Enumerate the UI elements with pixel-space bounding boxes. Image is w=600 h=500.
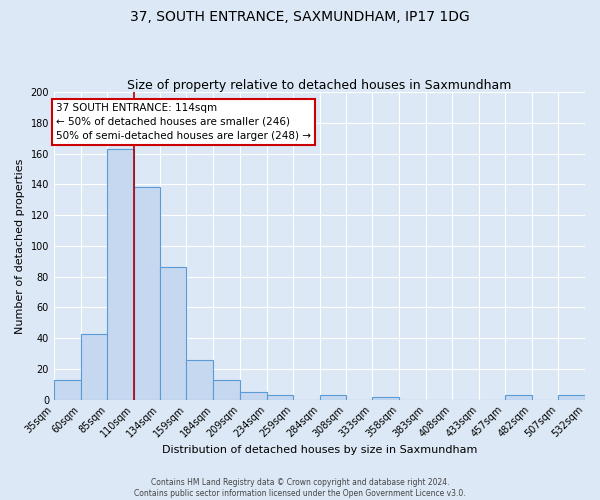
Y-axis label: Number of detached properties: Number of detached properties [15,158,25,334]
Text: Contains HM Land Registry data © Crown copyright and database right 2024.
Contai: Contains HM Land Registry data © Crown c… [134,478,466,498]
Bar [54,380,80,400]
Bar [505,395,532,400]
Bar [373,396,399,400]
Bar [160,268,187,400]
Bar [240,392,266,400]
Bar [266,395,293,400]
Bar [187,360,213,400]
Bar [558,395,585,400]
Bar [107,149,134,400]
Text: 37, SOUTH ENTRANCE, SAXMUNDHAM, IP17 1DG: 37, SOUTH ENTRANCE, SAXMUNDHAM, IP17 1DG [130,10,470,24]
Bar [80,334,107,400]
Text: 37 SOUTH ENTRANCE: 114sqm
← 50% of detached houses are smaller (246)
50% of semi: 37 SOUTH ENTRANCE: 114sqm ← 50% of detac… [56,103,311,141]
Bar [134,188,160,400]
Bar [320,395,346,400]
X-axis label: Distribution of detached houses by size in Saxmundham: Distribution of detached houses by size … [162,445,477,455]
Bar [213,380,240,400]
Title: Size of property relative to detached houses in Saxmundham: Size of property relative to detached ho… [127,79,512,92]
